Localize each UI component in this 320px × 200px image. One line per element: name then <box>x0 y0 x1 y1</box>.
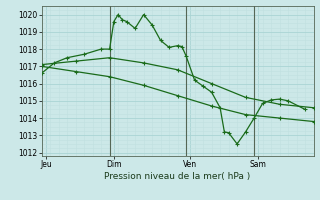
X-axis label: Pression niveau de la mer( hPa ): Pression niveau de la mer( hPa ) <box>104 172 251 181</box>
